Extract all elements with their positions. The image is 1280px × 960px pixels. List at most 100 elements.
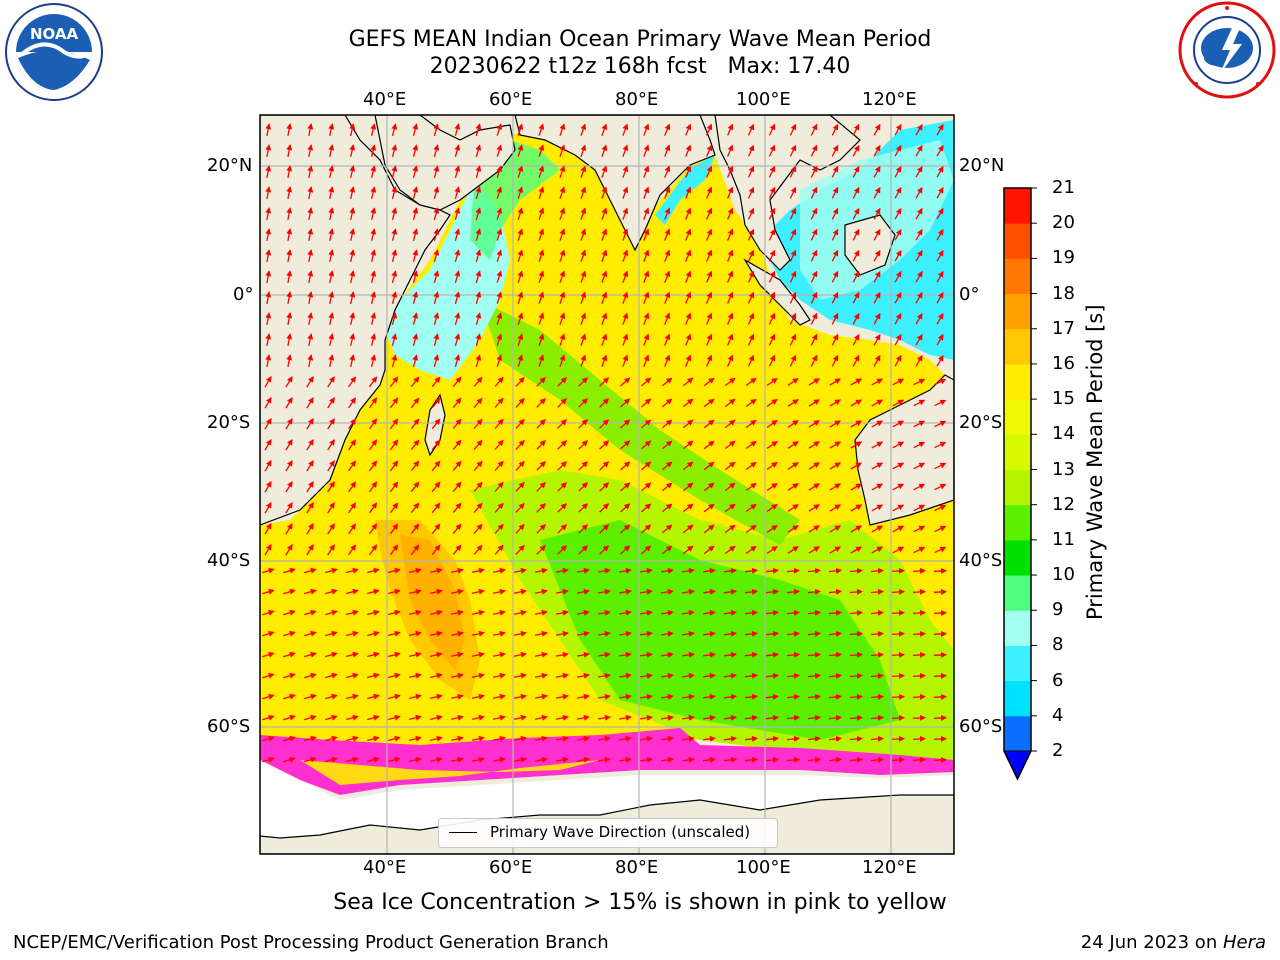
- wave-direction-arrow: [557, 419, 568, 429]
- wave-direction-arrow: [727, 333, 734, 346]
- footer-branch: NCEP/EMC/Verification Post Processing Pr…: [13, 932, 609, 953]
- wave-direction-arrow: [306, 523, 314, 535]
- wave-direction-arrow: [370, 207, 377, 220]
- wave-direction-arrow: [325, 672, 338, 679]
- wave-direction-arrow: [262, 735, 275, 742]
- wave-direction-arrow: [641, 524, 652, 534]
- wave-direction-arrow: [391, 354, 398, 367]
- wave-direction-arrow: [410, 376, 420, 388]
- wave-direction-arrow: [262, 672, 275, 679]
- wave-direction-arrow: [768, 228, 776, 241]
- wave-direction-arrow: [912, 756, 926, 763]
- wave-direction-arrow: [643, 228, 650, 241]
- wave-direction-arrow: [768, 165, 776, 178]
- wave-direction-arrow: [454, 123, 461, 136]
- wave-direction-arrow: [870, 567, 884, 574]
- wave-direction-arrow: [327, 397, 335, 409]
- wave-direction-arrow: [451, 672, 464, 679]
- wave-direction-arrow: [810, 165, 818, 178]
- colorbar-tick-label: 16: [1052, 352, 1075, 374]
- wave-direction-arrow: [349, 312, 356, 326]
- wave-direction-arrow: [703, 714, 716, 721]
- wave-direction-arrow: [597, 672, 611, 679]
- wave-direction-arrow: [787, 525, 799, 533]
- chart-title: GEFS MEAN Indian Ocean Primary Wave Mean…: [0, 26, 1280, 80]
- footer-date-text: 24 Jun 2023 on: [1080, 932, 1223, 953]
- wave-direction-arrow: [515, 523, 525, 534]
- wave-direction-arrow: [536, 418, 546, 429]
- wave-direction-arrow: [766, 441, 778, 449]
- wave-direction-arrow: [494, 376, 504, 387]
- wave-direction-arrow: [643, 270, 650, 283]
- wave-direction-arrow: [283, 672, 296, 679]
- wave-direction-arrow: [348, 481, 356, 493]
- wave-direction-arrow: [513, 588, 527, 595]
- wave-direction-arrow: [368, 523, 378, 535]
- wave-direction-arrow: [264, 543, 272, 556]
- wave-direction-arrow: [325, 567, 338, 574]
- wave-direction-arrow: [622, 228, 629, 241]
- wave-direction-arrow: [304, 693, 317, 700]
- wave-direction-arrow: [786, 693, 800, 700]
- wave-direction-arrow: [327, 376, 335, 388]
- wave-direction-arrow: [618, 693, 632, 700]
- wave-direction-arrow: [346, 567, 359, 574]
- wave-direction-arrow: [452, 502, 462, 514]
- wave-direction-arrow: [849, 588, 863, 595]
- wave-direction-arrow: [597, 651, 611, 658]
- wave-direction-arrow: [286, 144, 293, 158]
- wave-direction-arrow: [389, 376, 399, 388]
- wave-direction-arrow: [912, 672, 926, 679]
- wave-direction-arrow: [850, 483, 863, 491]
- wave-direction-arrow: [661, 609, 674, 616]
- wave-direction-arrow: [325, 609, 338, 616]
- wave-direction-arrow: [685, 333, 692, 346]
- wave-direction-arrow: [325, 714, 338, 721]
- wave-direction-arrow: [409, 714, 422, 721]
- wave-direction-arrow: [643, 144, 650, 157]
- wave-direction-arrow: [471, 756, 485, 763]
- wave-direction-arrow: [723, 756, 737, 763]
- wave-direction-arrow: [559, 270, 566, 283]
- colorbar-segment: [1004, 610, 1031, 646]
- wave-direction-arrow: [431, 502, 441, 514]
- wave-direction-arrow: [412, 207, 419, 220]
- wave-direction-arrow: [285, 376, 293, 388]
- wave-direction-arrow: [747, 270, 755, 283]
- wave-direction-arrow: [559, 333, 566, 346]
- wave-direction-arrow: [559, 354, 566, 367]
- wave-direction-arrow: [328, 354, 335, 368]
- wave-direction-arrow: [915, 270, 923, 283]
- wave-direction-arrow: [494, 418, 504, 429]
- wave-direction-arrow: [768, 186, 776, 199]
- wave-direction-arrow: [555, 756, 569, 763]
- wave-direction-arrow: [664, 186, 671, 199]
- wave-direction-arrow: [368, 460, 378, 472]
- wave-direction-arrow: [789, 291, 797, 304]
- wave-direction-arrow: [661, 524, 673, 534]
- wave-direction-arrow: [475, 249, 482, 262]
- wave-direction-arrow: [454, 312, 461, 325]
- wave-direction-arrow: [454, 165, 461, 178]
- wave-direction-arrow: [534, 609, 548, 616]
- wave-direction-arrow: [576, 567, 590, 574]
- wave-direction-arrow: [601, 270, 608, 283]
- wave-direction-arrow: [829, 504, 841, 512]
- wave-direction-arrow: [703, 693, 716, 700]
- wave-direction-arrow: [557, 377, 568, 387]
- wave-direction-arrow: [871, 546, 884, 554]
- wave-direction-arrow: [328, 270, 335, 284]
- wave-direction-arrow: [786, 735, 800, 742]
- wave-direction-arrow: [849, 714, 863, 721]
- wave-direction-arrow: [682, 693, 695, 700]
- wave-direction-arrow: [661, 503, 673, 513]
- wave-direction-arrow: [894, 144, 902, 157]
- wave-direction-arrow: [576, 651, 590, 658]
- wave-direction-arrow: [538, 291, 545, 304]
- wave-direction-arrow: [936, 144, 944, 157]
- wave-direction-arrow: [745, 545, 757, 555]
- wave-direction-arrow: [682, 609, 695, 616]
- wave-direction-arrow: [808, 525, 820, 533]
- wave-direction-arrow: [618, 714, 632, 721]
- wave-direction-arrow: [870, 609, 884, 616]
